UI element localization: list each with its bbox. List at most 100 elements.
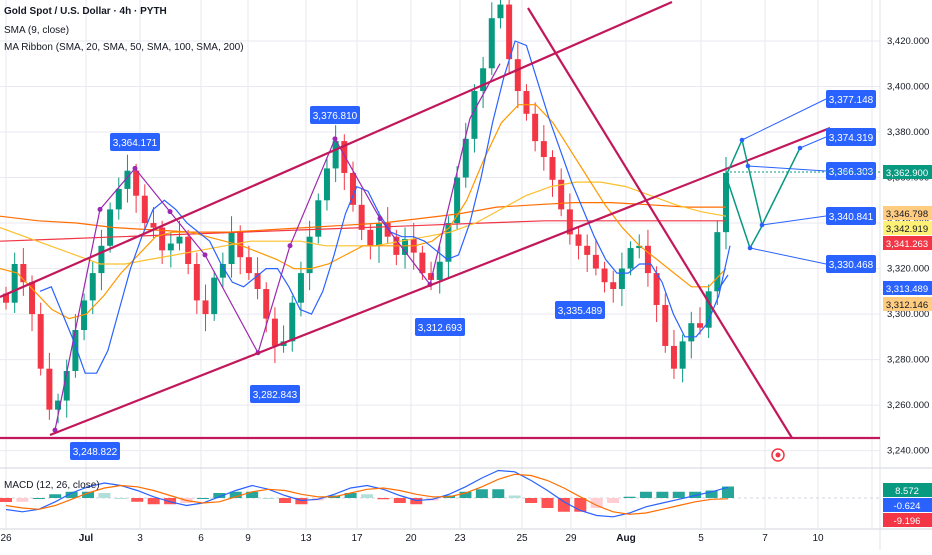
macd-histogram-bar <box>278 498 291 503</box>
macd-histogram-bar <box>557 498 570 512</box>
pivot-point <box>202 252 208 258</box>
price-badge-text: 3,312.146 <box>886 300 928 311</box>
pivot-label-text: 3,335.489 <box>558 306 603 317</box>
signal-line <box>5 473 729 515</box>
ribbon-legend-label: MA Ribbon (SMA, 20, SMA, 50, SMA, 100, S… <box>4 42 244 53</box>
macd-bounce-mark <box>717 274 729 291</box>
macd-histogram-bar <box>672 491 685 498</box>
macd-histogram-bar <box>574 498 587 512</box>
projection-label-box <box>826 90 876 108</box>
channel-upper-line <box>0 0 673 299</box>
economic-event-icon-dot <box>775 452 781 458</box>
label-connector <box>749 247 827 265</box>
candle-body <box>714 232 721 292</box>
price-tick-label: 3,240.000 <box>887 446 929 457</box>
candle-body <box>384 223 391 237</box>
candle-body <box>402 238 409 255</box>
candle-body <box>245 257 252 274</box>
macd-histogram-bar <box>607 498 620 503</box>
macd-histogram-bar <box>590 498 603 508</box>
macd-badge <box>883 513 932 527</box>
macd-histogram-bar <box>639 491 652 498</box>
candle-body <box>644 245 651 274</box>
price-tick-label: 3,260.000 <box>887 400 929 411</box>
macd-badge <box>883 498 932 512</box>
macd-histogram-bar <box>65 491 78 498</box>
sma-9-line <box>39 40 731 374</box>
projection-label-box <box>826 255 876 273</box>
time-tick-label: 20 <box>405 533 417 544</box>
projection-label-text: 3,330.468 <box>829 260 874 271</box>
candle-body <box>462 138 469 178</box>
time-tick-label: 26 <box>0 533 12 544</box>
time-tick-label: 25 <box>516 533 528 544</box>
candle-body <box>349 172 356 205</box>
price-tick-label: 3,420.000 <box>887 36 929 47</box>
pivot-point <box>97 206 103 212</box>
candle-body <box>63 370 70 401</box>
candle-body <box>653 273 660 305</box>
pivot-point <box>332 136 338 142</box>
pivot-label-box <box>415 318 465 336</box>
candle-body <box>167 243 174 251</box>
candle-body <box>601 268 608 283</box>
ribbon-legend[interactable]: MA Ribbon (SMA, 20, SMA, 50, SMA, 100, S… <box>4 42 244 53</box>
macd-badge-text: 8.572 <box>895 486 919 497</box>
candle-body <box>55 400 62 410</box>
candle-body <box>271 318 278 346</box>
projection-label-text: 3,340.841 <box>829 212 874 223</box>
chart-title: Gold Spot / U.S. Dollar · 4h · PYTH <box>4 6 167 17</box>
projection-label-box <box>826 207 876 225</box>
macd-histogram-bar <box>229 491 242 498</box>
macd-histogram-bar <box>196 498 209 499</box>
candle-body <box>488 18 495 69</box>
candle-body <box>124 170 131 189</box>
candle-body <box>566 209 573 235</box>
candle-body <box>289 302 296 342</box>
candle-body <box>506 4 513 60</box>
sma-legend[interactable]: SMA (9, close) <box>4 25 69 36</box>
candle-body <box>159 227 166 251</box>
time-tick-label: 7 <box>762 533 768 544</box>
candle-body <box>219 264 226 278</box>
candle-body <box>618 268 625 290</box>
price-badge-text: 3,341.263 <box>886 239 928 250</box>
macd-legend[interactable]: MACD (12, 26, close) <box>4 480 100 491</box>
label-connector <box>741 98 827 141</box>
candle-body <box>46 368 53 410</box>
sma-legend-label: SMA (9, close) <box>4 25 70 36</box>
candle-body <box>306 236 313 274</box>
pivot-label-box <box>110 133 160 151</box>
candle-body <box>11 264 18 303</box>
price-badge <box>883 236 932 250</box>
pivot-point <box>377 215 383 221</box>
macd-histogram-bar <box>623 496 636 498</box>
candle-body <box>150 223 157 228</box>
time-tick-label: Jul <box>79 533 94 544</box>
candle-body <box>263 289 270 319</box>
label-connector <box>747 165 827 172</box>
candle-body <box>679 341 686 369</box>
macd-histogram-bar <box>689 491 702 498</box>
candle-body <box>523 91 530 114</box>
zigzag-pattern <box>54 63 501 431</box>
macd-histogram-bar <box>459 491 472 498</box>
candle-body <box>297 273 304 303</box>
candle-body <box>115 188 122 210</box>
candle-body <box>176 236 183 244</box>
sma-200-line <box>0 220 726 242</box>
macd-histogram-bar <box>656 491 669 498</box>
pivot-label-box <box>250 385 300 403</box>
candle-body <box>636 245 643 249</box>
macd-histogram-bar <box>262 498 275 499</box>
candle-body <box>202 300 209 315</box>
candle-body <box>592 254 599 269</box>
time-tick-label: 13 <box>300 533 312 544</box>
sma-20-line <box>0 104 727 320</box>
pivot-point <box>287 243 293 249</box>
sma-100-line <box>0 202 726 233</box>
macd-badge-text: -9.196 <box>894 516 921 527</box>
price-badge <box>883 165 932 179</box>
price-badge <box>883 221 932 235</box>
